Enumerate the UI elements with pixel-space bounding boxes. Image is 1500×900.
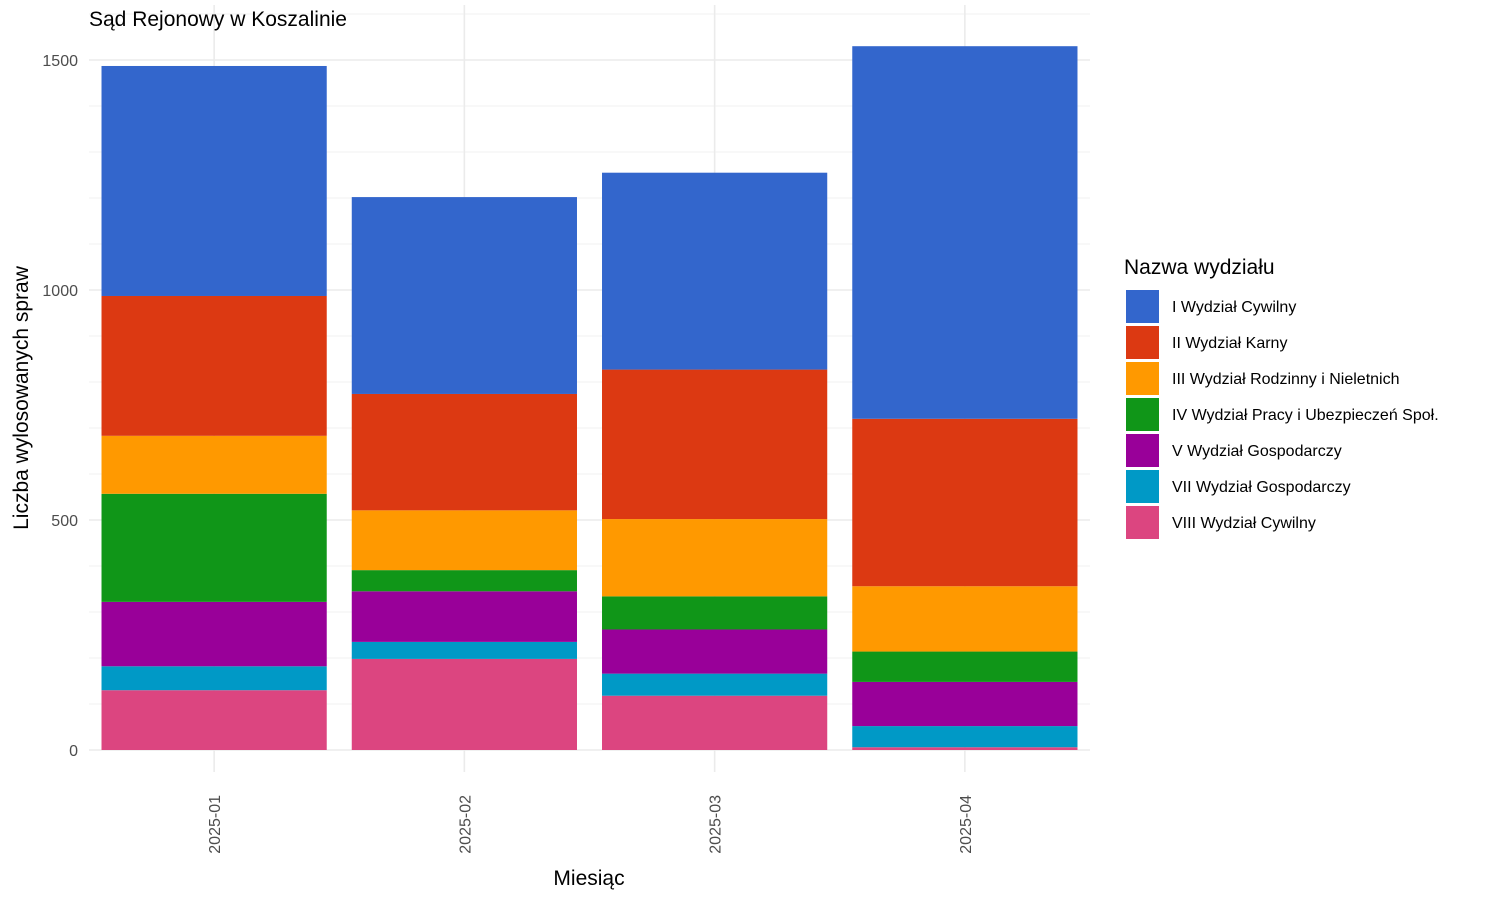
x-tick-label: 2025-01 <box>207 795 224 854</box>
bar-segment <box>852 46 1078 419</box>
legend-swatch <box>1126 506 1159 539</box>
legend-swatch <box>1126 398 1159 431</box>
x-tick-label: 2025-04 <box>958 795 975 854</box>
bar-segment <box>101 295 327 436</box>
legend-swatch <box>1126 362 1159 395</box>
legend-label: VIII Wydział Cywilny <box>1172 515 1316 532</box>
bar-segment <box>351 393 577 511</box>
bar-segment <box>852 651 1078 682</box>
legend-label: II Wydział Karny <box>1172 335 1287 352</box>
bar-segment <box>351 591 577 642</box>
y-tick-label: 500 <box>51 513 78 530</box>
legend: Nazwa wydziału I Wydział Cywilny II Wydzi… <box>1124 256 1439 539</box>
bar-segment <box>101 435 327 494</box>
legend-label: I Wydział Cywilny <box>1172 299 1296 316</box>
bar-segment <box>351 641 577 659</box>
bar-segment <box>101 666 327 691</box>
bar-segment <box>852 418 1078 587</box>
bar-segment <box>101 493 327 602</box>
legend-items: I Wydział Cywilny II Wydział Karny III Wyd… <box>1126 290 1439 539</box>
bar-segment <box>852 747 1078 750</box>
y-axis-title: Liczba wylosowanych spraw <box>10 265 33 530</box>
bar-segment <box>602 596 828 630</box>
bar-segment <box>602 629 828 674</box>
legend-label: V Wydział Gospodarczy <box>1172 443 1342 460</box>
y-tick-label: 0 <box>69 743 78 760</box>
y-tick-label: 1500 <box>42 53 78 70</box>
bar-segment <box>852 726 1078 748</box>
bar-segment <box>602 519 828 597</box>
bar-segment <box>602 673 828 696</box>
bar-segment <box>602 695 828 750</box>
bar-segment <box>351 570 577 592</box>
legend-label: III Wydział Rodzinny i Nieletnich <box>1172 371 1400 388</box>
bar-segment <box>351 510 577 571</box>
bar-segment <box>602 172 828 370</box>
x-axis-ticks: 2025-01 2025-02 2025-03 2025-04 <box>207 795 975 854</box>
bar-segment <box>852 681 1078 727</box>
bar-segment <box>101 601 327 667</box>
bar-segment <box>101 690 327 750</box>
x-axis-title: Miesiąc <box>553 867 624 890</box>
legend-title: Nazwa wydziału <box>1124 256 1275 279</box>
x-tick-label: 2025-02 <box>457 795 474 854</box>
bar-segment <box>351 197 577 394</box>
legend-label: VII Wydział Gospodarczy <box>1172 479 1351 496</box>
legend-swatch <box>1126 326 1159 359</box>
y-axis-ticks: 0 500 1000 1500 <box>42 53 78 760</box>
legend-swatch <box>1126 434 1159 467</box>
x-tick-label: 2025-03 <box>708 795 725 854</box>
bar-segment <box>852 586 1078 652</box>
bar-segment <box>351 658 577 750</box>
chart-title: Sąd Rejonowy w Koszalinie <box>89 8 347 31</box>
legend-swatch <box>1126 290 1159 323</box>
legend-swatch <box>1126 470 1159 503</box>
bar-segment <box>602 369 828 520</box>
bars-layer <box>101 46 1078 750</box>
legend-label: IV Wydział Pracy i Ubezpieczeń Społ. <box>1172 407 1439 424</box>
y-tick-label: 1000 <box>42 283 78 300</box>
bar-segment <box>101 65 327 296</box>
